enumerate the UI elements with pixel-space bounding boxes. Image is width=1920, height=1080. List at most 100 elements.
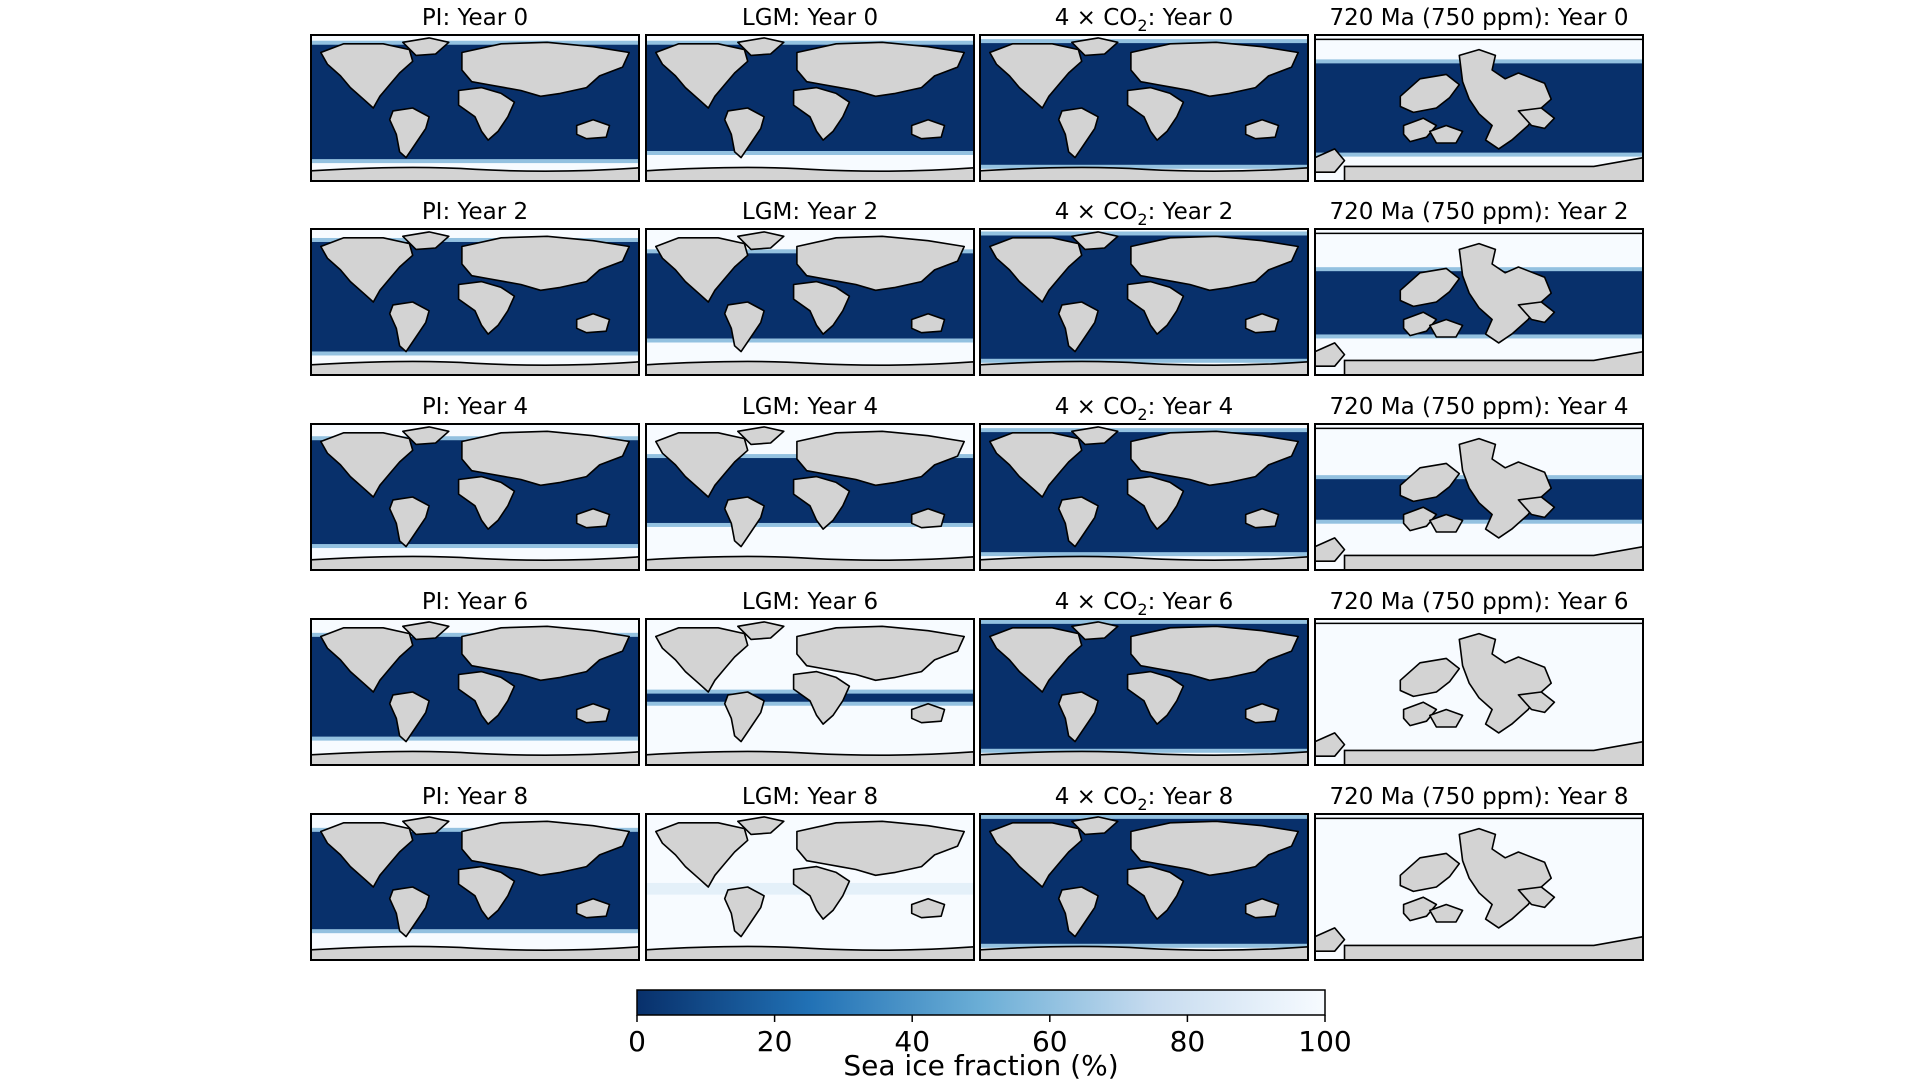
landmass [401,621,450,641]
panel-title: 4 × CO2: Year 0 [1055,5,1234,35]
panel-frame [645,618,975,766]
panel-frame [310,618,640,766]
landmass [1244,312,1280,334]
panel-title: 4 × CO2: Year 2 [1055,199,1234,229]
landmass [1399,852,1461,893]
landmass [910,702,946,724]
map-panel: LGM: Year 4 [645,394,975,571]
landmass [1517,691,1556,714]
landmass [1057,886,1099,938]
landmass [988,626,1083,693]
landmass [1429,318,1464,338]
map-content [980,35,1308,181]
antarctica [311,750,639,765]
antarctica [646,555,974,570]
panel-frame [1314,228,1644,376]
landmass [988,821,1083,888]
panel-title: 720 Ma (750 ppm): Year 2 [1330,199,1629,225]
map-content [980,424,1308,570]
landmass [1071,816,1119,836]
map-panel: PI: Year 0 [310,5,640,182]
landmass [736,426,785,446]
panel-title: 4 × CO2: Year 6 [1055,589,1234,619]
map-content [1315,619,1643,765]
panel-frame [645,34,975,182]
panel-frame [1314,813,1644,961]
panel-title: LGM: Year 4 [742,394,878,420]
map-panel: LGM: Year 2 [645,199,975,376]
landmass [461,41,631,98]
landmass [1517,301,1556,324]
colorbar: 0 20 40 60 80 100 Sea ice fraction (%) [628,989,1352,1080]
landmass [461,820,631,877]
map-content [646,424,974,570]
landmass [1057,301,1099,353]
map-panel: 4 × CO2: Year 2 [979,199,1309,376]
colorbar-tick-label: 40 [894,1025,930,1058]
landmass [796,820,966,877]
antarctica [311,555,639,570]
landmass [575,897,611,919]
landmass [723,301,765,353]
map-panel: LGM: Year 8 [645,784,975,961]
landmass [575,312,611,334]
antarctica [646,166,974,181]
landmass [1130,41,1299,98]
landmass [1517,886,1556,909]
panel-frame [1314,34,1644,182]
landmass [457,670,516,725]
landmass [723,496,765,548]
landmass [654,42,749,109]
panel-title: 720 Ma (750 ppm): Year 0 [1330,5,1629,31]
colorbar-tick-label: 0 [628,1025,646,1058]
landmass [1244,118,1280,140]
landmass [1130,430,1299,487]
landmass [1315,342,1346,368]
antarctica [311,360,639,375]
panel-frame [645,423,975,571]
landmass [988,42,1083,109]
map-content [646,229,974,375]
map-panel: 720 Ma (750 ppm): Year 8 [1314,784,1644,961]
landmass [319,237,414,303]
map-content [980,619,1308,765]
panel-title: 720 Ma (750 ppm): Year 4 [1330,394,1629,420]
landmass [1402,311,1438,337]
southern-landmass [1343,545,1643,570]
southern-landmass [1343,156,1643,181]
panel-title: PI: Year 6 [422,589,528,615]
landmass [1402,701,1438,727]
panel-title: LGM: Year 6 [742,589,878,615]
panel-title: 4 × CO2: Year 4 [1055,394,1234,424]
map-panel: 720 Ma (750 ppm): Year 6 [1314,589,1644,766]
panel-title: 4 × CO2: Year 8 [1055,784,1234,814]
landmass [388,107,430,159]
map-content [311,35,639,181]
panel-title: PI: Year 4 [422,394,528,420]
landmass [401,37,450,57]
landmass [654,626,749,693]
antarctica [646,360,974,375]
landmass [723,886,765,938]
map-content [1315,424,1643,570]
landmass [1071,37,1119,57]
landmass [1126,280,1185,335]
landmass [1126,865,1185,920]
map-content [311,424,639,570]
map-content [646,814,974,960]
colorbar-tick-label: 60 [1032,1025,1068,1058]
landmass [910,507,946,529]
landmass [1315,537,1346,563]
landmass [461,235,631,292]
landmass [319,42,414,109]
landmass [575,702,611,724]
map-panel: LGM: Year 0 [645,5,975,182]
landmass [1517,496,1556,519]
landmass [319,431,414,498]
panel-frame [979,228,1309,376]
panel-title: LGM: Year 8 [742,784,878,810]
landmass [1517,107,1556,130]
panel-title: PI: Year 2 [422,199,528,225]
colorbar-tick-label: 20 [757,1025,793,1058]
landmass [1399,462,1461,503]
